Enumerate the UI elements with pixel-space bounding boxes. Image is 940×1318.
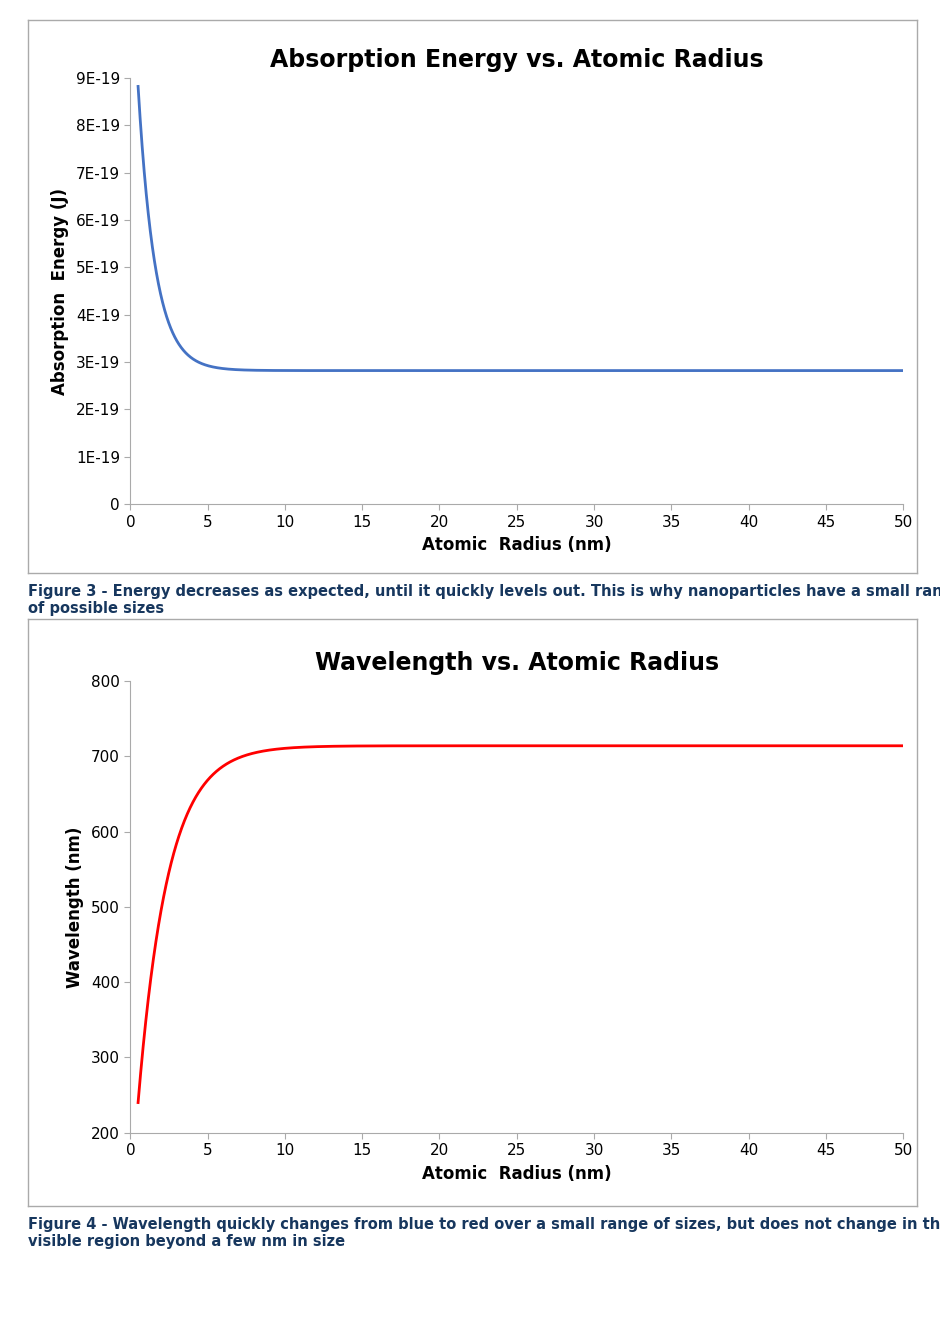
- Text: Figure 4 - Wavelength quickly changes from blue to red over a small range of siz: Figure 4 - Wavelength quickly changes fr…: [28, 1217, 940, 1249]
- Title: Wavelength vs. Atomic Radius: Wavelength vs. Atomic Radius: [315, 651, 719, 675]
- Text: Figure 3 - Energy decreases as expected, until it quickly levels out. This is wh: Figure 3 - Energy decreases as expected,…: [28, 584, 940, 617]
- Y-axis label: Wavelength (nm): Wavelength (nm): [66, 826, 84, 987]
- X-axis label: Atomic  Radius (nm): Atomic Radius (nm): [422, 1165, 612, 1184]
- Y-axis label: Absorption  Energy (J): Absorption Energy (J): [51, 187, 69, 394]
- X-axis label: Atomic  Radius (nm): Atomic Radius (nm): [422, 536, 612, 555]
- Title: Absorption Energy vs. Atomic Radius: Absorption Energy vs. Atomic Radius: [270, 47, 763, 71]
